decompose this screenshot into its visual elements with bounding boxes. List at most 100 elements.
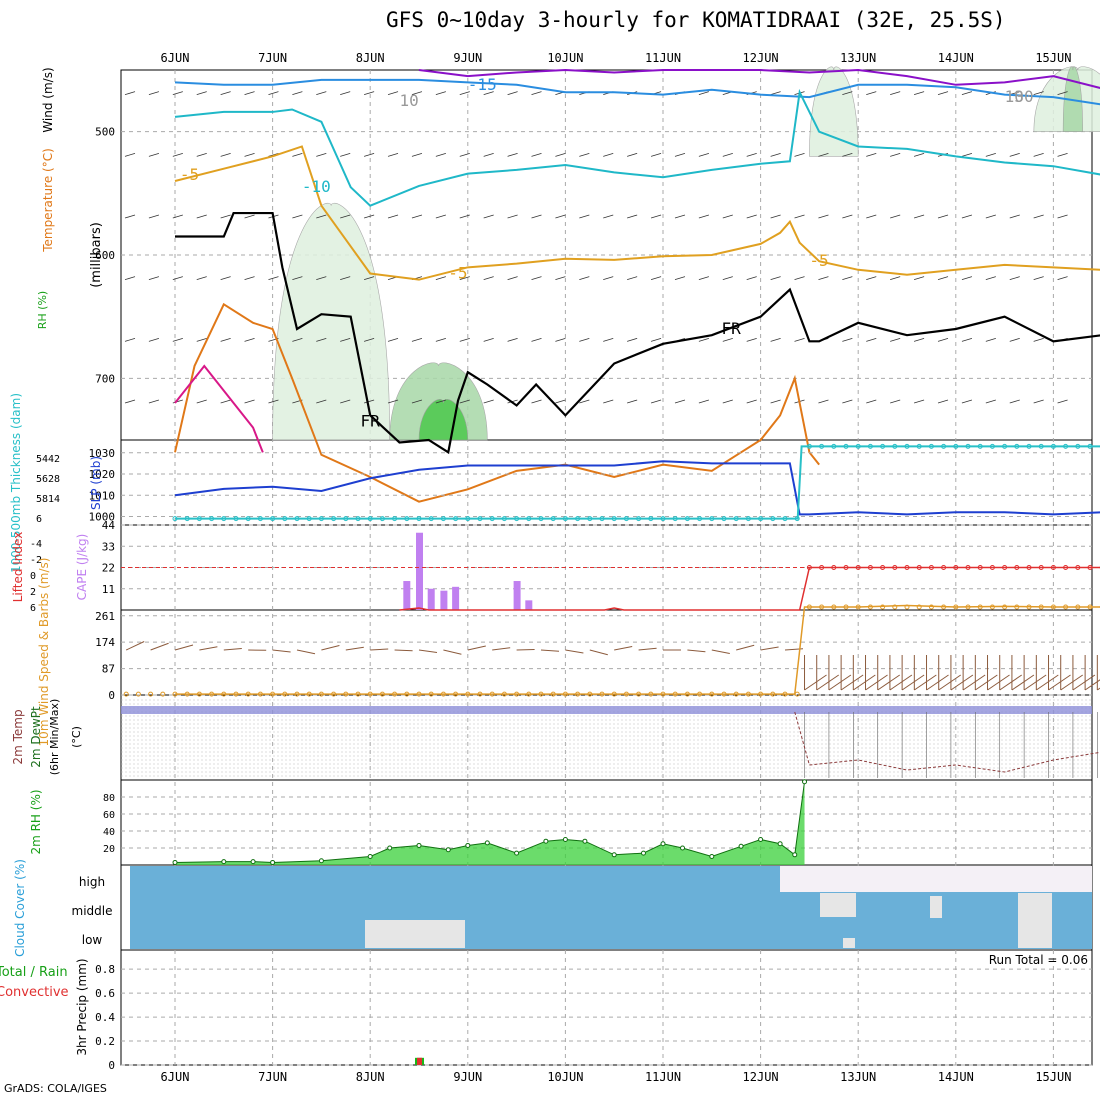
wind10-barb [938,674,962,691]
temp-band [811,706,1092,714]
wind-barb [603,276,614,281]
date-label-top: 15JUN [1035,51,1071,65]
wind10-marker [440,691,446,697]
wind10-barb [901,674,925,691]
contour--10 [174,88,1100,207]
wind-barb [411,91,423,96]
wind10-marker [1002,604,1008,610]
wind10-marker [1014,604,1020,610]
thickness-marker [392,516,398,522]
wind-barb [340,399,351,404]
wind-barb [555,276,566,281]
wind10-marker [831,604,837,610]
precip-left-label2: Convective [0,985,69,1000]
wind-barb [866,276,877,281]
wind-barb [507,91,518,96]
wind-barb [627,152,638,157]
wind-barb [268,276,279,281]
upper-side-label: Wind (m/s) [41,67,55,132]
wind-barb [674,214,686,219]
thickness-marker [1050,443,1056,449]
wind-barb [435,152,446,157]
rh-marker [802,779,808,785]
wind-barb [268,152,279,157]
wind-barb [244,152,255,157]
wind10-marker [941,604,947,610]
upper-ylabel: (millibars) [89,222,104,288]
wind-tick: 174 [95,636,115,649]
contour--5 [174,145,1100,281]
wind10-marker [221,691,227,697]
rh-marker [318,858,324,864]
li-tick: -2 [30,555,42,566]
thickness-marker [404,516,410,522]
wind-barb [244,337,255,342]
wind-barb [818,399,829,404]
slp-ylabel: SLP (mb) [89,456,103,510]
wind-barb [459,214,470,219]
wind-barb [196,91,207,96]
thickness-marker [1087,443,1093,449]
thickness-marker [709,516,715,522]
wind10-barb [492,647,511,651]
wind-barb [698,337,710,342]
wind10-barb [950,674,974,691]
panel-frame-precip [120,949,1093,1066]
wind-barb [842,276,853,281]
wind-barb [531,214,542,219]
temp-line [794,711,1100,773]
rh-marker [777,841,783,847]
thickness-marker [855,443,861,449]
wind-barb [555,214,566,219]
wind-tick: 0 [108,689,115,702]
date-label-top: 12JUN [743,51,779,65]
wind10-marker [123,691,129,697]
wind-barb [866,399,877,404]
wind10-marker [306,691,312,697]
thickness-marker [257,516,263,522]
cape-bar [525,600,533,610]
wind-barb [531,91,542,96]
thickness-marker [953,443,959,449]
wind-barb [172,276,183,281]
wind-barb [746,276,757,281]
wind10-barb [853,674,876,691]
wind-barb [124,337,136,342]
wind10-marker [599,691,605,697]
wind-barb [483,399,494,404]
wind-barb [579,337,590,342]
thickness-tick: 5814 [36,494,60,505]
wind10-barb [840,674,864,691]
cloud-low-block [365,920,465,948]
wind-barb [316,214,327,219]
wind10-marker [819,604,825,610]
wind-barb [650,152,662,157]
rh-marker [562,837,568,842]
thickness-marker [306,516,312,522]
wind10-marker [245,691,251,697]
rh-marker [543,838,549,844]
slp-series-SLP [174,460,1100,516]
wind10-barb [1036,674,1059,691]
wind-barb [961,337,973,342]
wind-barb [435,91,446,96]
thickness-marker [331,516,337,522]
wind-barb [364,337,375,342]
wind10-barb [926,674,949,691]
wind10-marker [758,691,764,697]
rh-area [175,781,805,865]
wind-barb [913,399,925,404]
precip-left-label: Total / Rain [0,965,68,980]
wind-barb [411,152,423,157]
cape-bar [427,588,435,610]
wind-barb [1009,337,1020,342]
wind-barb [196,337,207,342]
wind10-marker [1026,604,1032,610]
wind-barb [603,399,614,404]
thickness-marker [282,516,288,522]
wind-barb [722,152,733,157]
rh-marker [465,842,471,848]
thickness-marker [514,516,520,522]
slp-series-Thickness [175,445,1100,520]
wind-barb [770,214,781,219]
